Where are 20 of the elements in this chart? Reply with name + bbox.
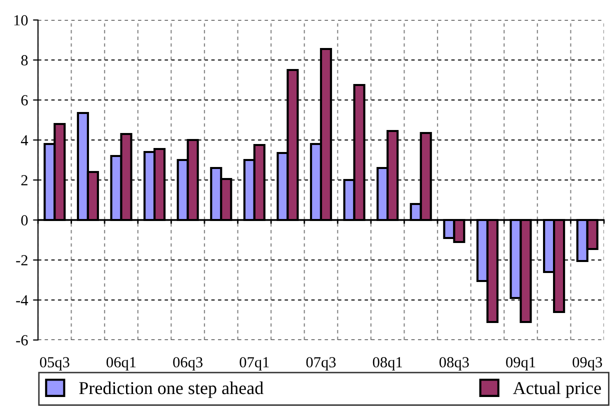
y-tick-label: 0	[21, 215, 28, 226]
legend-label: Prediction one step ahead	[79, 381, 264, 398]
legend-label: Actual price	[512, 381, 601, 398]
y-tick-label: 2	[21, 175, 28, 186]
x-tick-label: 08q1	[372, 357, 402, 371]
y-tick-label: 6	[21, 95, 28, 106]
y-tick-label: -4	[16, 295, 28, 306]
x-tick-label: 09q1	[506, 357, 536, 371]
x-tick-label: 08q3	[439, 357, 469, 371]
x-tick-label: 05q3	[40, 357, 70, 371]
x-tick-label: 07q3	[306, 357, 336, 371]
y-tick-label: 8	[21, 55, 28, 66]
y-tick-label: -6	[16, 335, 28, 346]
y-tick-label: 4	[20, 135, 28, 146]
x-tick-label: 09q3	[572, 357, 602, 371]
y-tick-label: 10	[14, 15, 28, 26]
y-tick-label: -2	[16, 255, 28, 266]
x-tick-label: 06q3	[173, 357, 203, 371]
x-tick-label: 07q1	[240, 357, 269, 371]
x-tick-label: 06q1	[106, 357, 136, 371]
